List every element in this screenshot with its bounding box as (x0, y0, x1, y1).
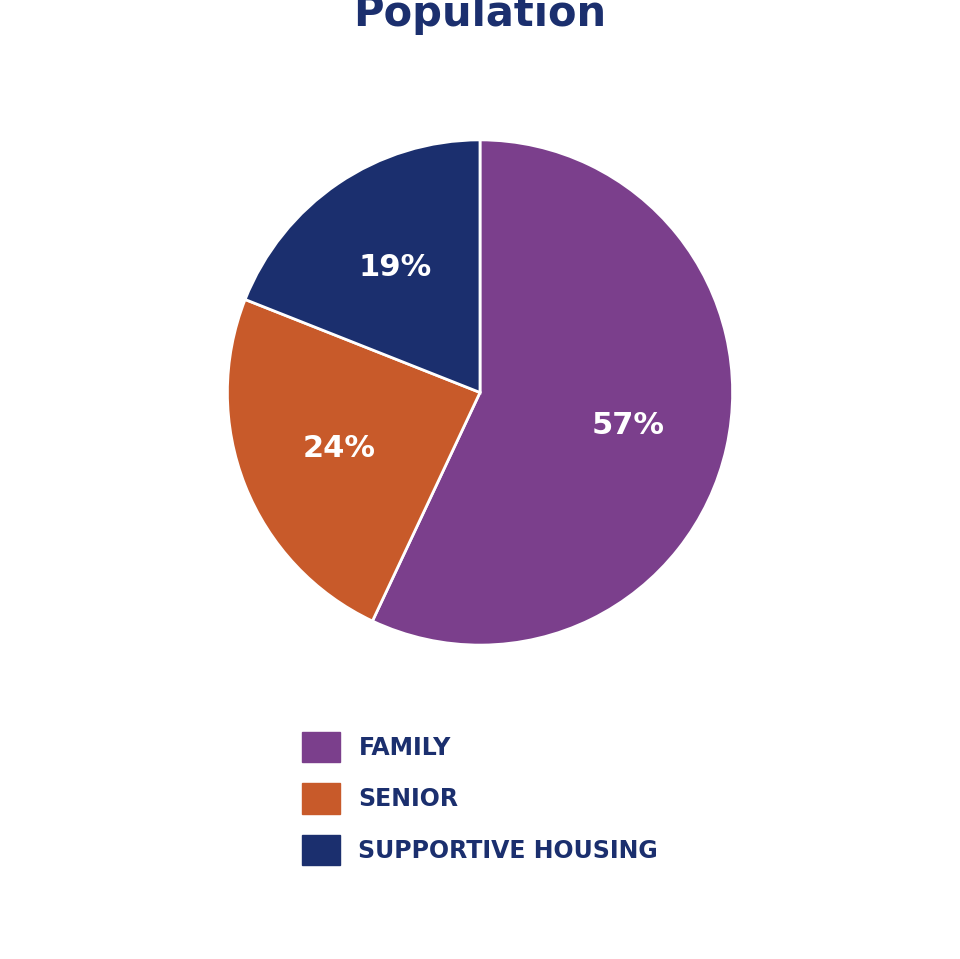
Wedge shape (245, 140, 480, 392)
Title: Population: Population (353, 0, 607, 35)
Wedge shape (228, 299, 480, 621)
Text: 57%: 57% (591, 411, 664, 440)
Text: 19%: 19% (358, 252, 431, 282)
Legend: FAMILY, SENIOR, SUPPORTIVE HOUSING: FAMILY, SENIOR, SUPPORTIVE HOUSING (290, 720, 670, 877)
Wedge shape (372, 140, 732, 645)
Text: 24%: 24% (302, 433, 375, 463)
